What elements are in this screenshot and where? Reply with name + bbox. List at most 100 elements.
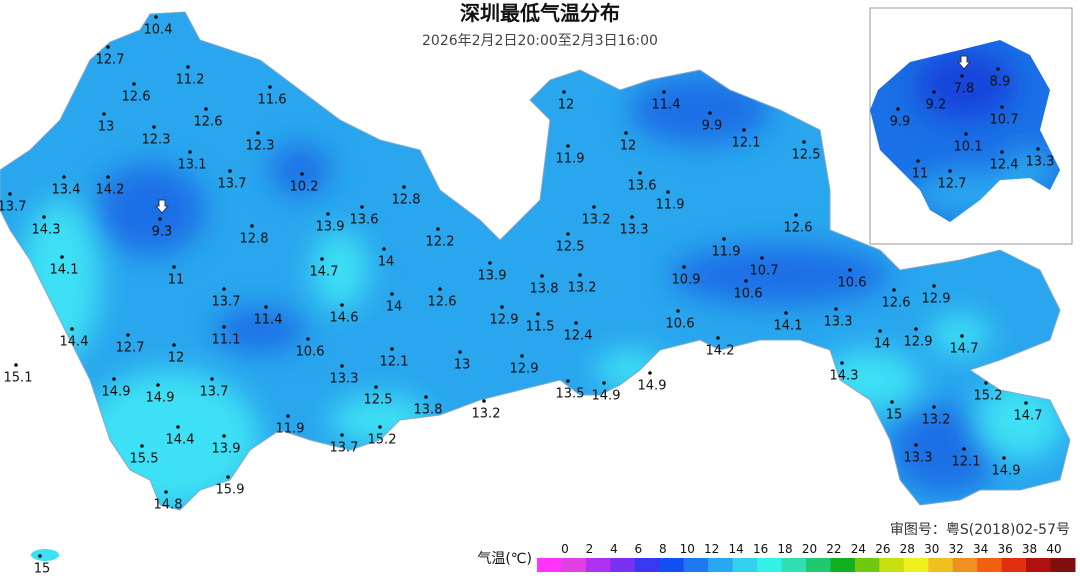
legend-swatch	[732, 558, 758, 572]
station-value: 11.9	[656, 198, 685, 213]
legend-swatch	[879, 558, 905, 572]
station-value: 14.1	[50, 263, 79, 278]
legend-swatch	[928, 558, 954, 572]
station-value: 10.9	[672, 273, 701, 288]
title: 深圳最低气温分布	[460, 1, 620, 25]
legend-swatch	[1026, 558, 1052, 572]
station-dot	[488, 261, 492, 265]
station-value: 14.4	[166, 433, 195, 448]
station-value: 9.2	[926, 98, 947, 113]
station-dot	[424, 395, 428, 399]
station-value: 12.5	[792, 148, 821, 163]
station-dot	[306, 337, 310, 341]
station-value: 12.7	[116, 341, 145, 356]
station-dot	[708, 111, 712, 115]
station-dot	[742, 128, 746, 132]
station-value: 13.9	[478, 269, 507, 284]
station-dot	[890, 400, 894, 404]
station-dot	[848, 268, 852, 272]
station-dot	[540, 274, 544, 278]
approval-number: 审图号：粤S(2018)02-57号	[890, 522, 1070, 538]
station-dot	[14, 363, 18, 367]
station-value: 12.6	[194, 115, 223, 130]
station-value: 12.2	[426, 235, 455, 250]
station-value: 14.3	[830, 369, 859, 384]
legend-tick-label: 20	[802, 542, 817, 556]
station-value: 14.7	[1014, 409, 1043, 424]
station-dot	[1036, 147, 1040, 151]
station-value: 11.4	[652, 98, 681, 113]
subtitle: 2026年2月2日20:00至2月3日16:00	[422, 33, 658, 49]
station-dot	[326, 212, 330, 216]
station-value: 14.2	[706, 344, 735, 359]
station-value: 11.9	[712, 245, 741, 260]
legend-swatch	[561, 558, 587, 572]
station-dot	[140, 444, 144, 448]
station-dot	[878, 329, 882, 333]
station-value: 13.8	[530, 282, 559, 297]
station-dot	[520, 354, 524, 358]
station-value: 14	[378, 255, 395, 270]
station-value: 14	[874, 337, 891, 352]
station-dot	[158, 217, 162, 221]
station-value: 12.9	[510, 362, 539, 377]
station-dot	[264, 305, 268, 309]
station-value: 12.5	[556, 240, 585, 255]
station-value: 12.1	[952, 455, 981, 470]
legend-swatch	[1001, 558, 1027, 572]
station-value: 14.9	[638, 379, 667, 394]
station-value: 12.7	[96, 53, 125, 68]
station-dot	[390, 347, 394, 351]
station-value: 13.6	[628, 179, 657, 194]
legend-tick-label: 38	[1022, 542, 1037, 556]
station-value: 11.2	[176, 73, 205, 88]
station-value: 13.7	[212, 295, 241, 310]
legend-tick-label: 40	[1046, 542, 1061, 556]
station-dot	[186, 65, 190, 69]
station-value: 11.1	[212, 333, 241, 348]
station-value: 13.2	[568, 281, 597, 296]
station-value: 13	[454, 358, 471, 373]
legend-tick-label: 2	[586, 542, 594, 556]
station-dot	[602, 381, 606, 385]
station-value: 14.6	[330, 311, 359, 326]
legend-tick-label: 18	[777, 542, 792, 556]
station-value: 14.2	[96, 183, 125, 198]
station-value: 12.9	[904, 335, 933, 350]
station-value: 12.1	[380, 355, 409, 370]
legend-swatch	[683, 558, 709, 572]
station-value: 12.9	[922, 292, 951, 307]
legend-swatch	[610, 558, 636, 572]
station-value: 12.6	[428, 295, 457, 310]
station-dot	[222, 434, 226, 438]
station-dot	[662, 90, 666, 94]
station-dot	[70, 327, 74, 331]
station-value: 11	[168, 273, 185, 288]
legend-swatch	[708, 558, 734, 572]
min-marker	[154, 199, 170, 214]
station-dot	[932, 405, 936, 409]
station-value: 12.6	[784, 221, 813, 236]
station-dot	[378, 425, 382, 429]
legend-tick-label: 14	[729, 542, 744, 556]
station-value: 15	[34, 562, 51, 576]
legend-tick-label: 6	[635, 542, 643, 556]
station-value: 10.2	[290, 180, 319, 195]
station-value: 12.7	[938, 177, 967, 192]
station-dot	[360, 205, 364, 209]
station-dot	[222, 287, 226, 291]
station-value: 10.6	[296, 345, 325, 360]
station-dot	[536, 312, 540, 316]
legend-tick-label: 4	[610, 542, 618, 556]
station-dot	[1000, 150, 1004, 154]
station-labels: 10.4 12.7 11.2 12.6 11.6 13 12.6 12.3 12.3 13.1 13…	[0, 15, 1054, 576]
station-dot	[38, 554, 42, 558]
station-value: 11.4	[254, 313, 283, 328]
station-dot	[286, 414, 290, 418]
legend-swatch	[634, 558, 660, 572]
station-dot	[42, 215, 46, 219]
station-value: 11.6	[258, 93, 287, 108]
station-dot	[340, 303, 344, 307]
station-value: 13.4	[52, 183, 81, 198]
station-value: 13.7	[200, 385, 229, 400]
